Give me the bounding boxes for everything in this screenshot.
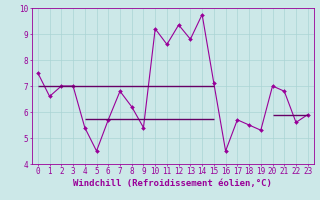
X-axis label: Windchill (Refroidissement éolien,°C): Windchill (Refroidissement éolien,°C)	[73, 179, 272, 188]
